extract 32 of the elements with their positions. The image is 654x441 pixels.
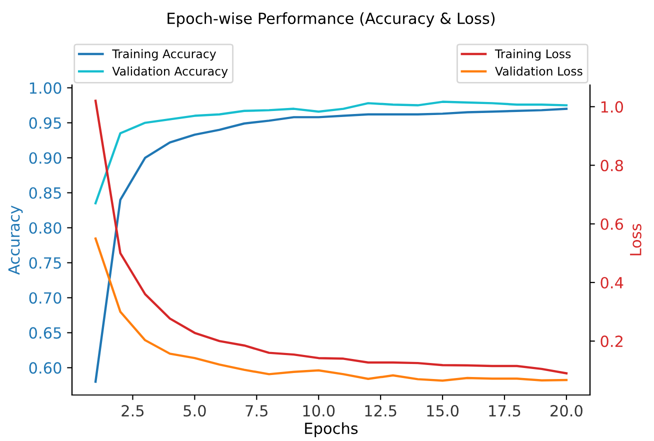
y-tick-label: 0.95 (29, 117, 61, 129)
y-tick-label: 0.85 (29, 187, 61, 199)
x-tick-label: 5.0 (184, 404, 206, 417)
legend-label: Training Loss (494, 49, 571, 61)
y-tick-label: 0.90 (29, 152, 62, 164)
y-tick-label: 0.70 (29, 292, 62, 304)
line-series (94, 100, 568, 204)
chart-title: Epoch-wise Performance (Accuracy & Loss) (168, 12, 495, 28)
legend-label: Validation Loss (495, 66, 582, 76)
x-tick-label: 12.5 (365, 404, 396, 417)
x-tick-label: 15.0 (427, 404, 459, 417)
y2-axis-title: Loss (630, 224, 642, 256)
x-tick-label: 2.5 (122, 404, 144, 417)
y-tick-label: 1.00 (30, 82, 62, 94)
y2-tick-label: 0.8 (600, 160, 623, 172)
y-tick-label: 0.75 (29, 257, 61, 269)
legend-label: Training Accuracy (112, 49, 216, 61)
y2-tick-label: 1.0 (601, 101, 624, 113)
y2-tick-label: 0.6 (600, 218, 624, 230)
y-tick-label: 0.80 (29, 222, 62, 234)
x-tick-label: 17.5 (489, 405, 520, 417)
line-series (94, 237, 568, 382)
y-tick-label: 0.65 (29, 327, 61, 339)
x-tick-label: 10.0 (303, 404, 335, 417)
y2-tick-label: 0.4 (600, 276, 624, 289)
x-tick-label: 7.5 (246, 405, 268, 417)
y-tick-label: 0.60 (29, 362, 62, 374)
x-tick-label: 20.0 (550, 404, 582, 417)
y-axis-title: Accuracy (8, 206, 23, 275)
legend-label: Validation Accuracy (112, 66, 228, 78)
y2-tick-label: 0.2 (600, 336, 622, 348)
x-axis-title: Epochs (305, 422, 358, 438)
